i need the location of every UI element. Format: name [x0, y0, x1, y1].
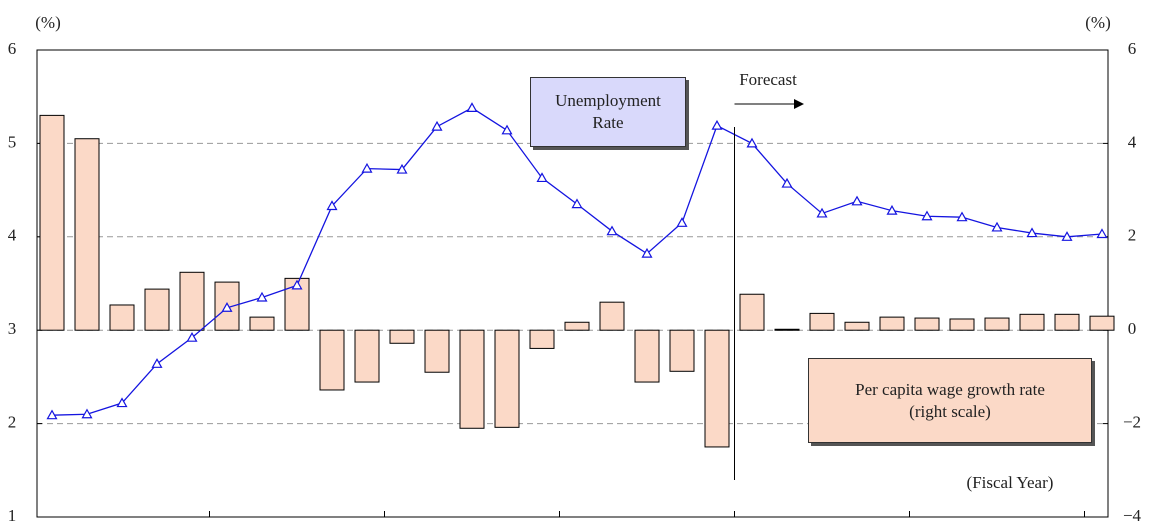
bar	[424, 329, 450, 373]
marker	[746, 137, 758, 148]
bar	[144, 288, 170, 331]
y2-tick-label: 4	[1128, 132, 1137, 151]
bar	[739, 293, 765, 331]
bar	[459, 329, 485, 429]
marker	[571, 198, 583, 209]
bar	[599, 301, 625, 331]
bar	[1089, 315, 1115, 331]
wage-label-box: Per capita wage growth rate (right scale…	[808, 358, 1092, 443]
y-tick-label: 4	[8, 226, 17, 245]
marker	[676, 217, 688, 227]
bar	[669, 329, 695, 372]
marker	[641, 247, 653, 258]
marker	[431, 120, 443, 131]
marker	[606, 225, 618, 236]
bar	[354, 329, 380, 383]
marker	[151, 358, 163, 368]
marker	[291, 279, 303, 290]
bar	[39, 114, 65, 331]
bar	[844, 321, 870, 331]
y2-tick-label: 6	[1128, 39, 1137, 58]
marker	[921, 210, 933, 221]
left-unit: (%)	[35, 13, 60, 32]
marker	[501, 124, 513, 135]
marker	[116, 397, 128, 408]
marker	[781, 177, 793, 188]
marker	[991, 221, 1003, 232]
bar	[179, 271, 205, 331]
right-unit: (%)	[1085, 13, 1110, 32]
bar	[564, 321, 590, 331]
y-tick-label: 3	[8, 319, 17, 338]
marker	[46, 409, 58, 420]
bar	[984, 317, 1010, 331]
marker	[851, 195, 863, 206]
bar	[74, 138, 100, 331]
plot-frame	[36, 49, 1109, 518]
y2-tick-label: 0	[1128, 319, 1137, 338]
forecast-arrowhead	[794, 99, 804, 109]
marker	[396, 163, 408, 174]
legend-label: Per capita wage growth rate	[855, 379, 1045, 399]
bar	[949, 318, 975, 331]
marker	[221, 302, 233, 312]
bar	[634, 329, 660, 383]
y-tick-label: 6	[8, 39, 17, 58]
bar	[249, 316, 275, 331]
x-axis-label: (Fiscal Year)	[967, 473, 1054, 492]
marker	[816, 207, 828, 218]
y2-tick-label: −4	[1123, 506, 1142, 525]
marker	[256, 291, 268, 302]
marker	[186, 331, 198, 342]
bar	[809, 312, 835, 331]
bar	[109, 304, 135, 331]
bar	[774, 328, 800, 331]
marker	[1026, 227, 1038, 238]
legend-label: Unemployment Rate	[555, 91, 661, 132]
marker	[326, 200, 338, 211]
bar	[1019, 313, 1045, 331]
legend-note: (right scale)	[909, 401, 991, 421]
bar	[389, 329, 415, 344]
marker	[1061, 231, 1073, 241]
marker	[536, 172, 548, 183]
unemployment-label-box: Unemployment Rate	[530, 77, 686, 147]
marker	[1096, 228, 1108, 239]
marker	[466, 102, 478, 113]
y2-tick-label: −2	[1123, 413, 1141, 432]
y-tick-label: 2	[8, 413, 17, 432]
marker	[886, 204, 898, 215]
marker	[361, 162, 373, 173]
y2-tick-label: 2	[1128, 226, 1137, 245]
y-tick-label: 1	[8, 506, 17, 525]
bar	[879, 316, 905, 331]
marker	[81, 408, 93, 419]
bar	[494, 329, 520, 428]
bar	[914, 317, 940, 331]
bar	[319, 329, 345, 391]
y-tick-label: 5	[8, 132, 17, 151]
forecast-label: Forecast	[739, 70, 797, 89]
marker	[711, 119, 723, 130]
bar	[1054, 313, 1080, 331]
bar	[529, 329, 555, 349]
bar	[704, 329, 730, 448]
marker	[956, 211, 968, 222]
